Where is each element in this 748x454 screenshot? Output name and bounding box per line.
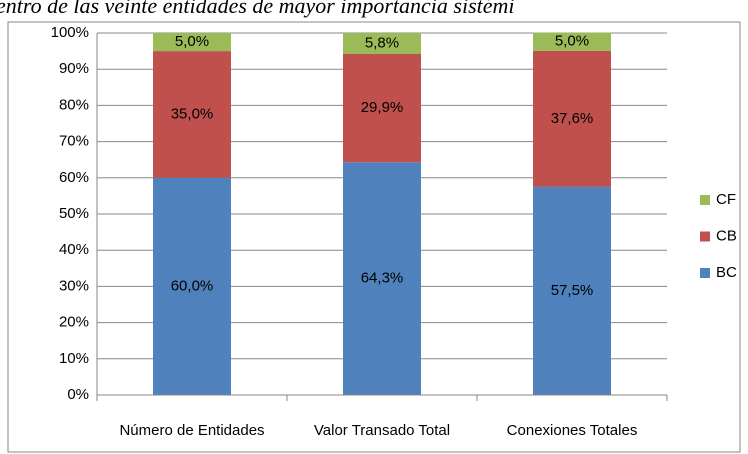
- bar-segment: [533, 32, 611, 51]
- y-tick-label: 10%: [59, 350, 89, 367]
- legend-label: CB: [716, 227, 737, 244]
- legend-label: CF: [716, 191, 736, 208]
- y-tick-label: 90%: [59, 60, 89, 77]
- x-tick-label: Valor Transado Total: [314, 422, 450, 439]
- bar-segment: [343, 33, 421, 54]
- y-tick-label: 60%: [59, 169, 89, 186]
- y-tick-label: 20%: [59, 314, 89, 331]
- value-label: 5,0%: [175, 33, 209, 50]
- bar-segment: [153, 33, 231, 52]
- y-tick-label: 70%: [59, 133, 89, 150]
- y-tick-label: 50%: [59, 205, 89, 222]
- y-tick-label: 0%: [67, 386, 89, 403]
- legend-label: BC: [716, 264, 737, 281]
- bar-segment: [153, 177, 231, 395]
- x-tick-label: Número de Entidades: [119, 422, 264, 439]
- bar-segment: [533, 186, 611, 395]
- y-tick-label: 80%: [59, 96, 89, 113]
- y-tick-label: 40%: [59, 241, 89, 258]
- value-label: 57,5%: [551, 282, 594, 299]
- value-label: 60,0%: [171, 277, 214, 294]
- bar-segment: [343, 53, 421, 163]
- value-label: 29,9%: [361, 99, 404, 116]
- value-label: 5,8%: [365, 34, 399, 51]
- legend-swatch: [700, 231, 710, 242]
- legend-swatch: [700, 268, 710, 278]
- bar-segment: [533, 50, 611, 187]
- x-tick-label: Conexiones Totales: [507, 422, 638, 439]
- y-tick-label: 100%: [51, 24, 89, 41]
- legend-swatch: [700, 195, 710, 205]
- y-tick-label: 30%: [59, 277, 89, 294]
- chart-title: entro de las veinte entidades de mayor i…: [0, 0, 515, 18]
- value-label: 5,0%: [555, 33, 589, 50]
- value-label: 35,0%: [171, 105, 214, 122]
- value-label: 37,6%: [551, 110, 594, 127]
- bar-segment: [343, 162, 421, 395]
- value-label: 64,3%: [361, 270, 404, 287]
- bar-segment: [153, 51, 231, 178]
